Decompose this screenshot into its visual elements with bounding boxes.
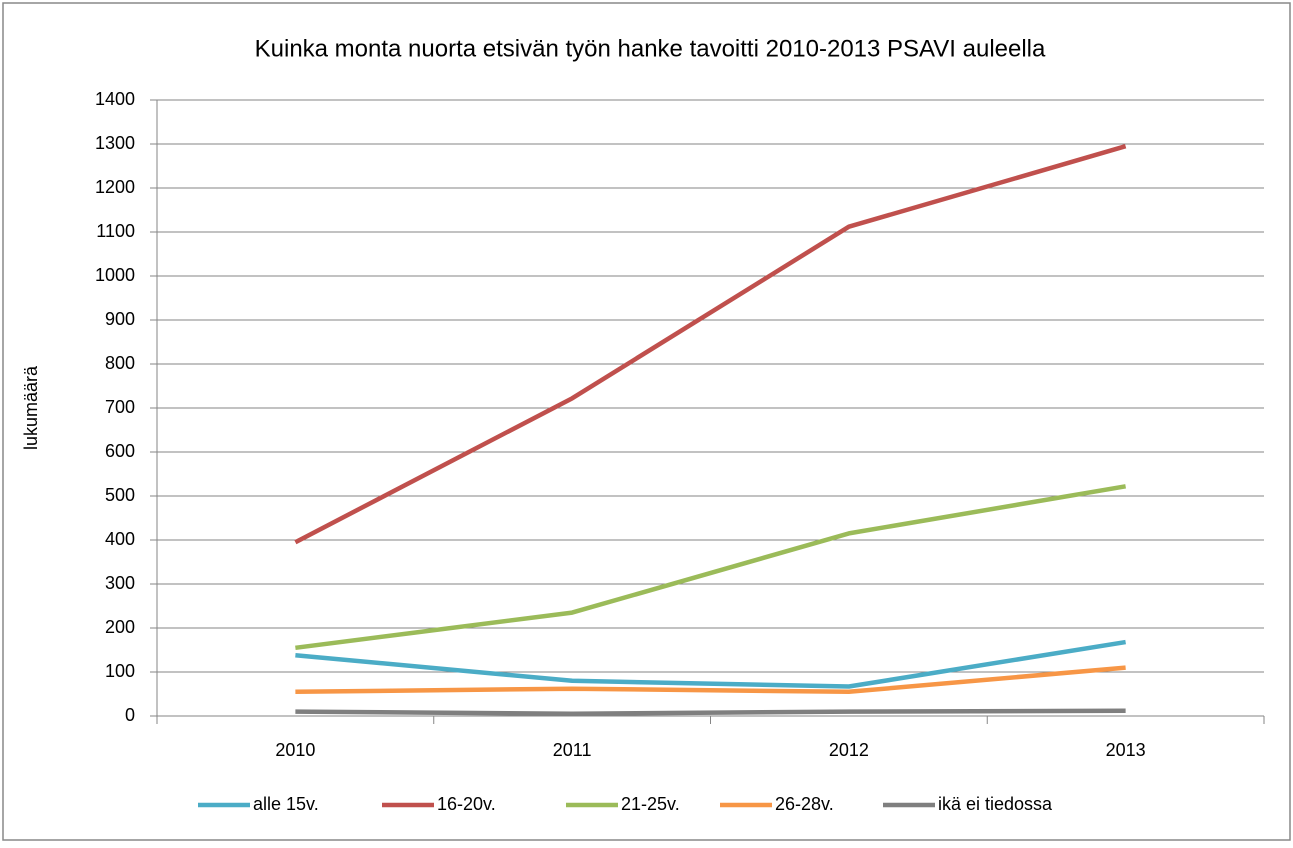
y-tick-label: 300 [105, 573, 135, 593]
y-tick-label: 200 [105, 617, 135, 637]
series-line [295, 665, 1126, 695]
y-tick-label: 1400 [95, 89, 135, 109]
y-tick-label: 0 [125, 705, 135, 725]
x-tick-label: 2013 [1106, 740, 1146, 760]
legend-label: alle 15v. [253, 794, 319, 814]
y-axis-label: lukumäärä [21, 365, 41, 450]
y-tick-label: 1300 [95, 133, 135, 153]
legend-label: 26-28v. [775, 794, 834, 814]
x-tick-label: 2011 [553, 740, 592, 760]
y-tick-label: 600 [105, 441, 135, 461]
legend-label: 16-20v. [437, 794, 496, 814]
series-line [295, 708, 1126, 717]
legend-label: 21-25v. [621, 794, 680, 814]
y-tick-label: 1000 [95, 265, 135, 285]
series-line [295, 639, 1126, 689]
y-tick-label: 1100 [96, 221, 135, 241]
x-tick-label: 2010 [275, 740, 315, 760]
x-tick-label: 2012 [829, 740, 869, 760]
legend-label: ikä ei tiedossa [938, 794, 1053, 814]
y-tick-label: 400 [105, 529, 135, 549]
chart-title: Kuinka monta nuorta etsivän työn hanke t… [255, 35, 1046, 62]
y-tick-label: 1200 [95, 177, 135, 197]
y-tick-label: 100 [105, 661, 135, 681]
series-line [295, 484, 1127, 651]
y-tick-label: 800 [105, 353, 135, 373]
series-line [294, 144, 1127, 545]
y-tick-label: 700 [105, 397, 135, 417]
y-tick-label: 900 [105, 309, 135, 329]
y-tick-label: 500 [105, 485, 135, 505]
